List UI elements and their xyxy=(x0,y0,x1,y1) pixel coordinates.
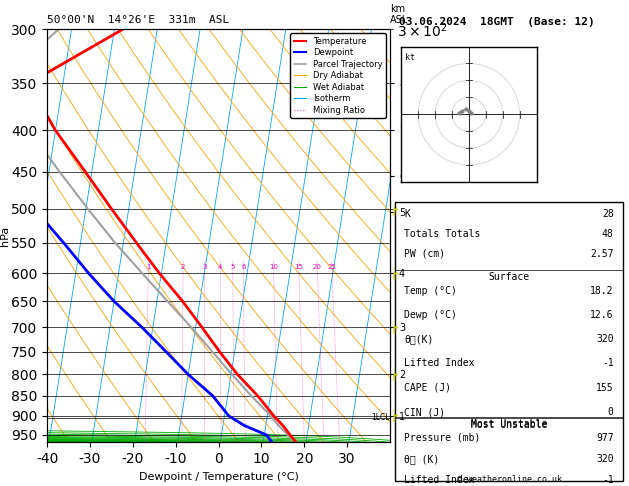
Text: km
ASL: km ASL xyxy=(390,4,408,25)
Text: 18.2: 18.2 xyxy=(590,286,614,295)
Text: CAPE (J): CAPE (J) xyxy=(404,383,451,393)
Text: 1: 1 xyxy=(146,264,151,270)
Text: 20: 20 xyxy=(313,264,322,270)
Text: ┢: ┢ xyxy=(391,409,398,422)
Text: 1LCL: 1LCL xyxy=(372,414,390,422)
Text: Totals Totals: Totals Totals xyxy=(404,229,481,239)
Text: PW (cm): PW (cm) xyxy=(404,249,445,259)
Text: 977: 977 xyxy=(596,433,614,443)
Text: Temp (°C): Temp (°C) xyxy=(404,286,457,295)
Text: 3: 3 xyxy=(203,264,207,270)
Text: θᴄ(K): θᴄ(K) xyxy=(404,334,433,344)
Text: ┢: ┢ xyxy=(391,321,398,334)
Text: ┢: ┢ xyxy=(391,203,398,215)
Text: 4: 4 xyxy=(218,264,223,270)
Text: Surface: Surface xyxy=(488,272,530,281)
Text: ┢: ┢ xyxy=(391,267,398,279)
Text: 48: 48 xyxy=(602,229,614,239)
Text: 15: 15 xyxy=(294,264,303,270)
Text: 12.6: 12.6 xyxy=(590,310,614,320)
Text: 50°00'N  14°26'E  331m  ASL: 50°00'N 14°26'E 331m ASL xyxy=(47,15,230,25)
Text: © weatheronline.co.uk: © weatheronline.co.uk xyxy=(457,474,562,484)
Text: 0: 0 xyxy=(608,407,614,417)
Text: Lifted Index: Lifted Index xyxy=(404,475,475,485)
Text: 320: 320 xyxy=(596,334,614,344)
Text: Lifted Index: Lifted Index xyxy=(404,359,475,368)
Text: Dewp (°C): Dewp (°C) xyxy=(404,310,457,320)
Text: Most Unstable: Most Unstable xyxy=(470,419,547,429)
Text: kt: kt xyxy=(404,53,415,62)
X-axis label: Dewpoint / Temperature (°C): Dewpoint / Temperature (°C) xyxy=(138,471,299,482)
Text: 155: 155 xyxy=(596,383,614,393)
Text: 25: 25 xyxy=(328,264,337,270)
Text: 2.57: 2.57 xyxy=(590,249,614,259)
Text: 03.06.2024  18GMT  (Base: 12): 03.06.2024 18GMT (Base: 12) xyxy=(399,17,595,27)
Text: CIN (J): CIN (J) xyxy=(404,407,445,417)
Text: 6: 6 xyxy=(241,264,245,270)
Text: 2: 2 xyxy=(181,264,186,270)
Text: Pressure (mb): Pressure (mb) xyxy=(404,433,481,443)
Text: 5: 5 xyxy=(231,264,235,270)
Text: K: K xyxy=(404,208,410,219)
Text: 320: 320 xyxy=(596,454,614,464)
Text: 28: 28 xyxy=(602,208,614,219)
Text: 10: 10 xyxy=(269,264,278,270)
Text: Most Unstable: Most Unstable xyxy=(470,420,547,430)
Text: ┢: ┢ xyxy=(391,368,398,381)
Legend: Temperature, Dewpoint, Parcel Trajectory, Dry Adiabat, Wet Adiabat, Isotherm, Mi: Temperature, Dewpoint, Parcel Trajectory… xyxy=(291,34,386,118)
Text: θᴄ (K): θᴄ (K) xyxy=(404,454,440,464)
Y-axis label: hPa: hPa xyxy=(0,226,9,246)
Text: -1: -1 xyxy=(602,475,614,485)
Text: -1: -1 xyxy=(602,359,614,368)
